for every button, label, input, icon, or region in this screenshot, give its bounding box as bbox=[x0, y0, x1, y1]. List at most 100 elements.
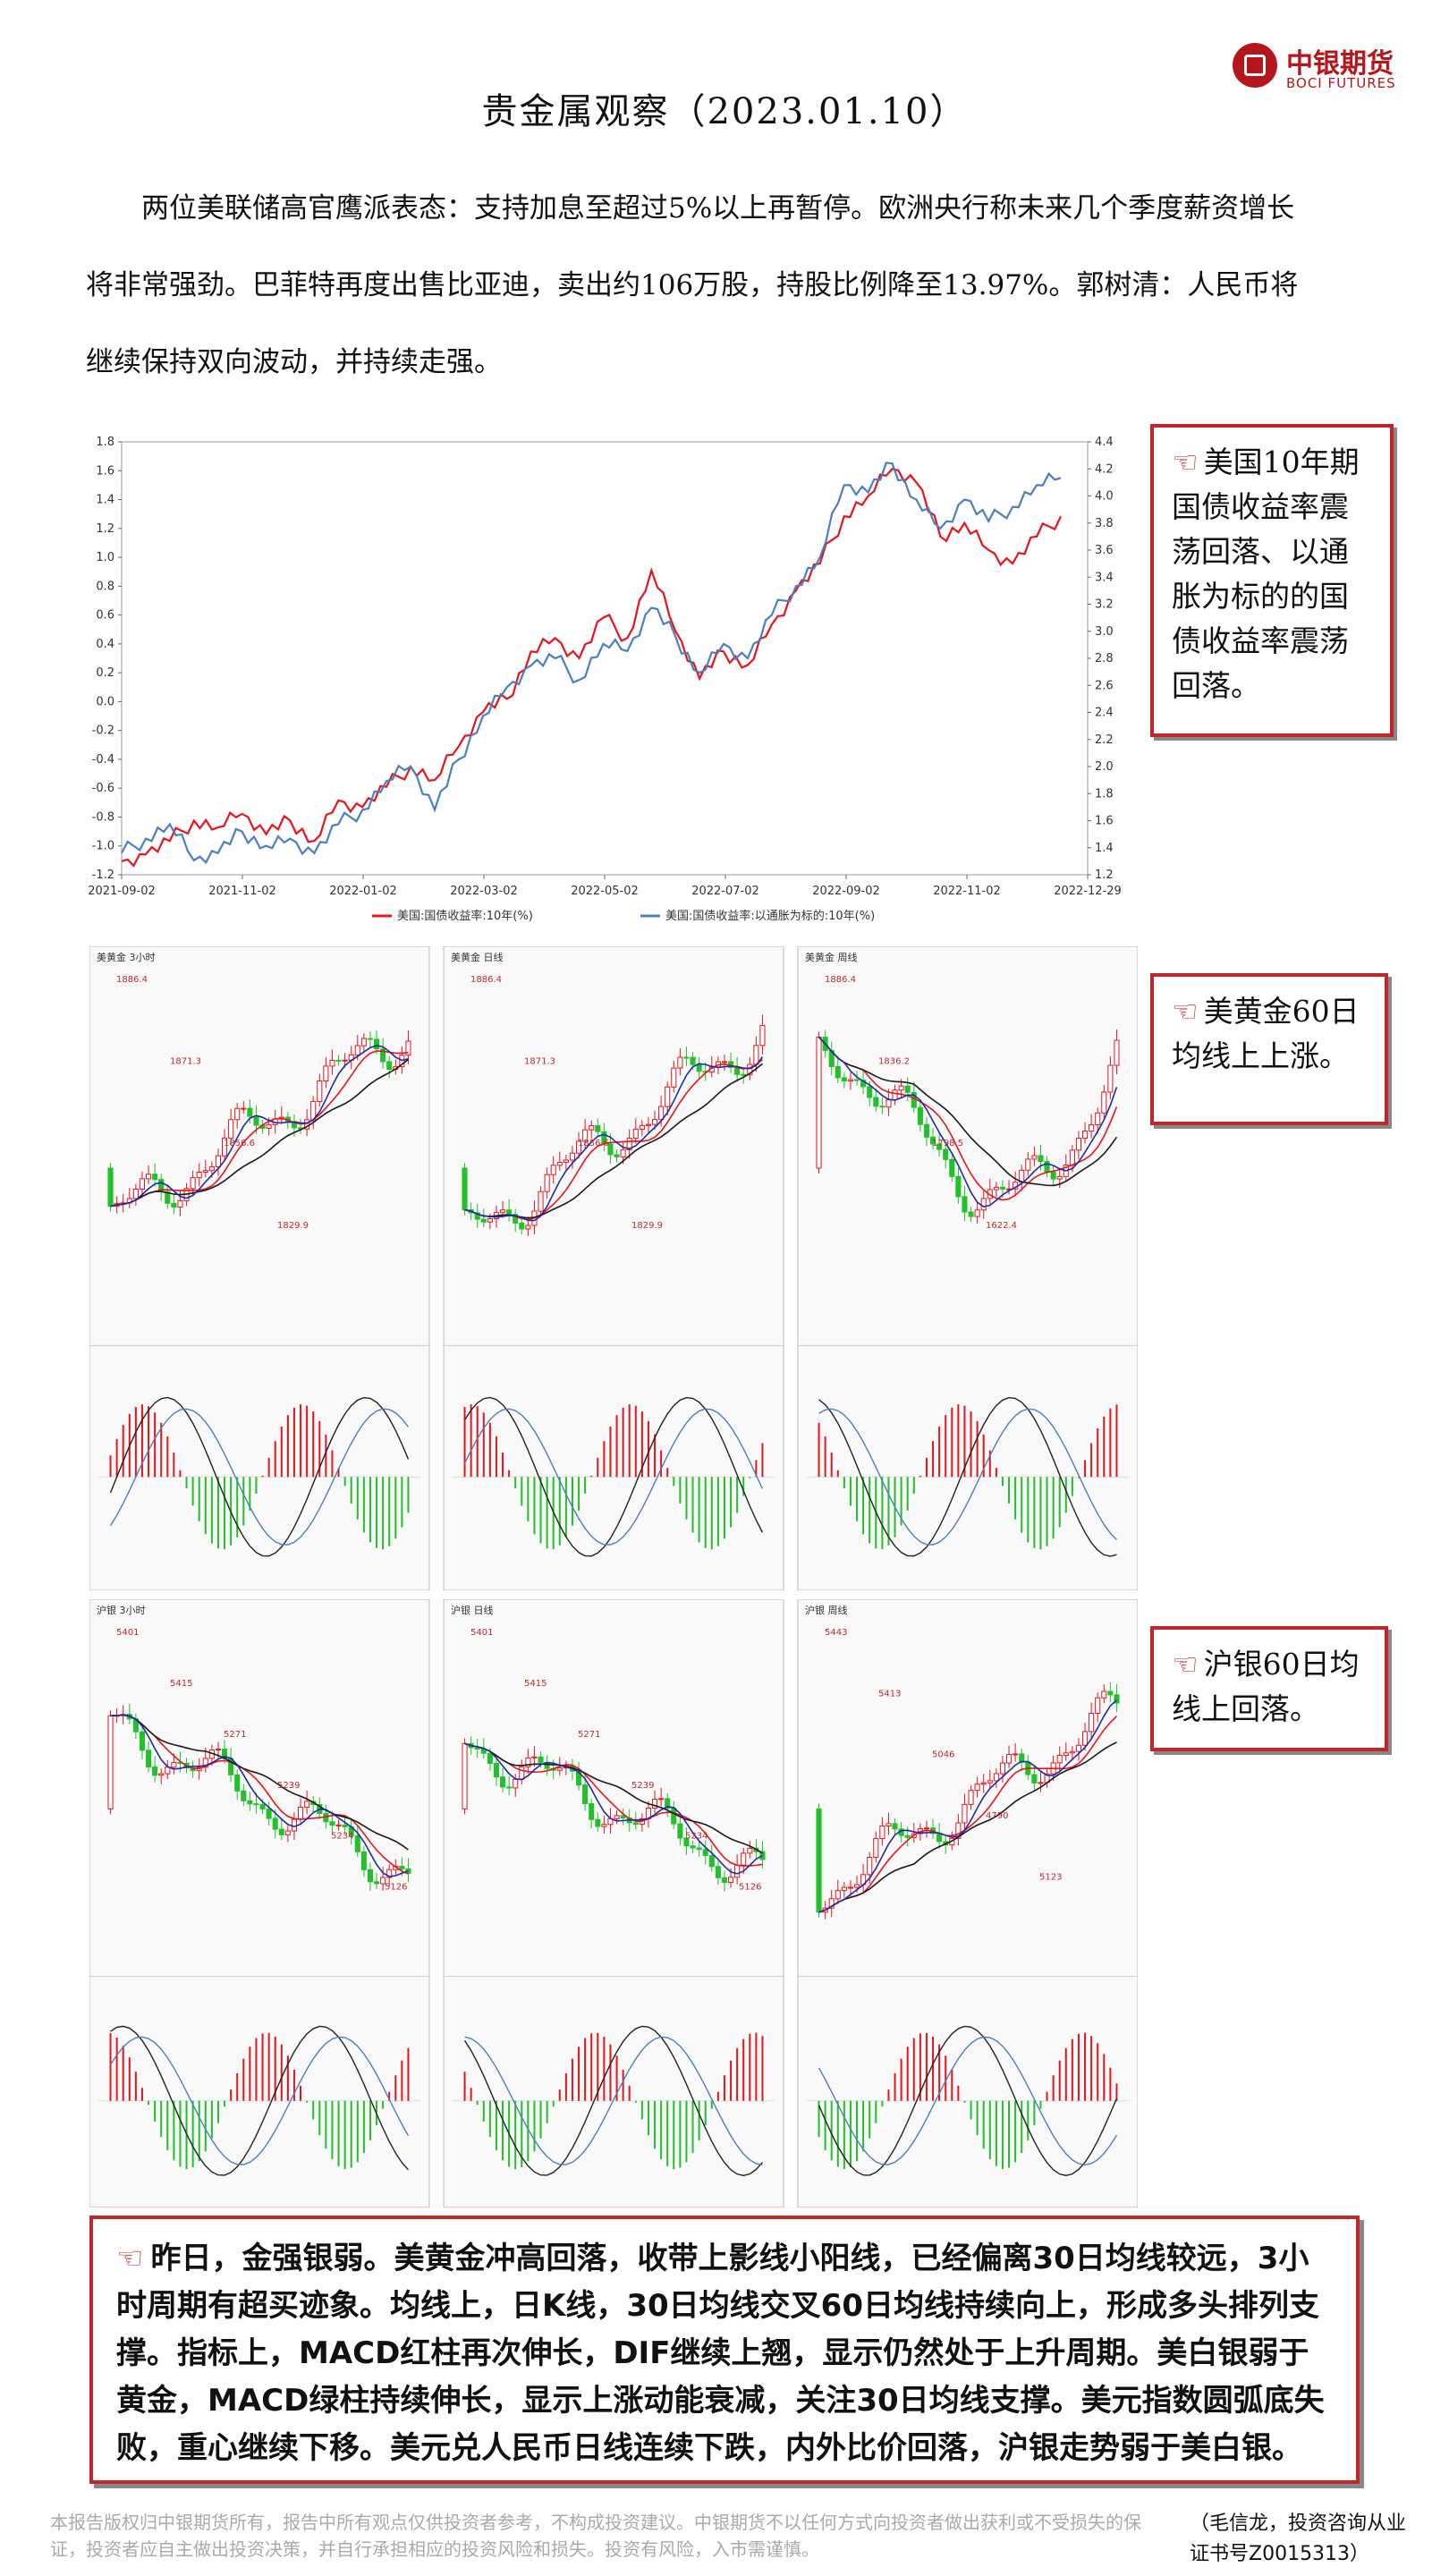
candle-body bbox=[847, 1886, 854, 1889]
candle-body bbox=[645, 1123, 652, 1126]
candle-body bbox=[601, 1824, 607, 1827]
candle-body bbox=[696, 1847, 702, 1851]
candle-body bbox=[892, 1089, 898, 1101]
candle-body bbox=[683, 1837, 690, 1847]
candle-body bbox=[873, 1838, 879, 1858]
price-label: 5126 bbox=[385, 1883, 407, 1893]
candle-body bbox=[152, 1174, 158, 1181]
candle-body bbox=[291, 1818, 298, 1832]
candle-body bbox=[582, 1129, 589, 1142]
price-label: 5046 bbox=[932, 1750, 954, 1760]
macd-dea-line bbox=[109, 2036, 410, 2165]
moving-average-3 bbox=[110, 1714, 409, 1877]
moving-average-1 bbox=[464, 1742, 763, 1867]
candle-body bbox=[215, 1155, 222, 1167]
candle-body bbox=[259, 1804, 266, 1809]
moving-average-2 bbox=[464, 1742, 763, 1854]
y-right-tick-label: 2.2 bbox=[1095, 733, 1114, 747]
candle-body bbox=[828, 1898, 835, 1909]
y-right-tick-label: 2.8 bbox=[1095, 652, 1114, 665]
candle-body bbox=[480, 1218, 487, 1223]
candle-body bbox=[702, 1849, 708, 1856]
candle-body bbox=[266, 1808, 272, 1819]
price-label: 1886.4 bbox=[825, 975, 856, 985]
moving-average-2 bbox=[110, 1714, 409, 1851]
candle-body bbox=[734, 1864, 741, 1878]
y-right-tick-label: 3.2 bbox=[1095, 598, 1114, 612]
candle-body bbox=[974, 1209, 980, 1217]
candle-body bbox=[329, 1821, 335, 1826]
candle-body bbox=[569, 1152, 576, 1161]
candle-body bbox=[228, 1119, 234, 1139]
candle-body bbox=[171, 1202, 177, 1208]
y-left-tick-label: 1.2 bbox=[96, 522, 114, 536]
y-left-tick-label: 1.8 bbox=[96, 436, 114, 449]
candle-body bbox=[354, 1835, 360, 1852]
candle-body bbox=[595, 1818, 601, 1827]
candle-body bbox=[904, 1835, 911, 1838]
candle-body bbox=[222, 1137, 228, 1157]
candle-body bbox=[917, 1106, 923, 1125]
candle-body bbox=[247, 1107, 253, 1117]
page-title: 贵金属观察（2023.01.10） bbox=[481, 91, 968, 132]
candle-body bbox=[816, 1037, 822, 1169]
kline-panel-1: 美黄金 3小时 1886.4 1871.3 1856.6 1829.9 bbox=[89, 945, 430, 1591]
candle-body bbox=[987, 1780, 993, 1784]
candle-body bbox=[904, 1085, 911, 1093]
candle-body bbox=[993, 1186, 999, 1191]
price-label: 5234 bbox=[685, 1832, 708, 1842]
y-left-tick-label: -0.4 bbox=[92, 753, 114, 767]
candle-body bbox=[1107, 1064, 1114, 1093]
price-label: 1829.9 bbox=[277, 1221, 309, 1231]
candle-body bbox=[728, 1877, 734, 1884]
y-right-tick-label: 3.0 bbox=[1095, 625, 1114, 639]
candle-body bbox=[582, 1784, 589, 1805]
candle-body bbox=[506, 1209, 513, 1216]
candle-body bbox=[278, 1828, 284, 1835]
candle-body bbox=[816, 1808, 822, 1913]
candle-body bbox=[132, 1188, 139, 1199]
price-label: 1856.6 bbox=[224, 1139, 255, 1148]
y-right-tick-label: 4.4 bbox=[1095, 436, 1114, 449]
note-silver: ☜ 沪银60日均线上回落。 bbox=[1150, 1626, 1388, 1751]
price-label: 5401 bbox=[116, 1628, 139, 1638]
candle-body bbox=[955, 1822, 962, 1839]
candle-body bbox=[721, 1877, 727, 1884]
candle-body bbox=[519, 1766, 525, 1780]
summary-box: ☜ 昨日，金强银弱。美黄金冲高回落，收带上影线小阳线，已经偏离30日均线较远，3小… bbox=[89, 2216, 1360, 2484]
candle-body bbox=[253, 1115, 259, 1126]
moving-average-3 bbox=[464, 1056, 764, 1222]
note-treasury: ☜ 美国10年期国债收益率震荡回落、以通胀为标的的国债收益率震荡回落。 bbox=[1150, 424, 1394, 737]
candle-body bbox=[607, 1143, 614, 1156]
candle-body bbox=[1069, 1750, 1075, 1754]
candle-body bbox=[614, 1154, 620, 1157]
candle-body bbox=[513, 1214, 519, 1224]
candle-body bbox=[380, 1048, 386, 1063]
candle-body bbox=[652, 1799, 658, 1809]
candle-body bbox=[715, 1866, 721, 1878]
candle-body bbox=[386, 1868, 393, 1878]
candle-body bbox=[747, 1847, 753, 1854]
panel-frame bbox=[443, 945, 784, 1591]
candle-body bbox=[329, 1059, 335, 1067]
plot-frame bbox=[121, 441, 1089, 876]
silver-charts: 沪银 3小时 5401 5415 5271 5239 5234 5126 沪银 日线 5401 5… bbox=[89, 1598, 1139, 2208]
panel-header: 美黄金 周线 bbox=[805, 951, 858, 963]
candle-body bbox=[886, 1823, 892, 1827]
candle-body bbox=[1114, 1694, 1120, 1704]
candle-body bbox=[980, 1782, 987, 1785]
panel-header: 沪银 日线 bbox=[451, 1604, 494, 1616]
y-right-tick-label: 2.4 bbox=[1095, 707, 1114, 720]
candle-body bbox=[835, 1065, 841, 1079]
candle-body bbox=[595, 1125, 601, 1132]
candle-body bbox=[658, 1106, 665, 1121]
candle-body bbox=[323, 1065, 329, 1082]
intro-paragraph: 两位美联储高官鹰派表态：支持加息至超过5%以上再暂停。欧洲央行称未来几个季度薪资… bbox=[86, 170, 1383, 401]
kline-panel-1: 沪银 3小时 5401 5415 5271 5239 5234 5126 bbox=[89, 1598, 430, 2208]
candle-body bbox=[493, 1763, 500, 1778]
treasury-yield-chart: 1.8 1.6 1.4 1.2 1.0 0.8 0.6 0.4 0.2 0.0 -0.2 -0.4 -0… bbox=[86, 428, 1141, 946]
candle-body bbox=[335, 1824, 342, 1826]
candle-body bbox=[474, 1212, 480, 1220]
candle-body bbox=[999, 1186, 1006, 1190]
candle-body bbox=[620, 1148, 626, 1157]
